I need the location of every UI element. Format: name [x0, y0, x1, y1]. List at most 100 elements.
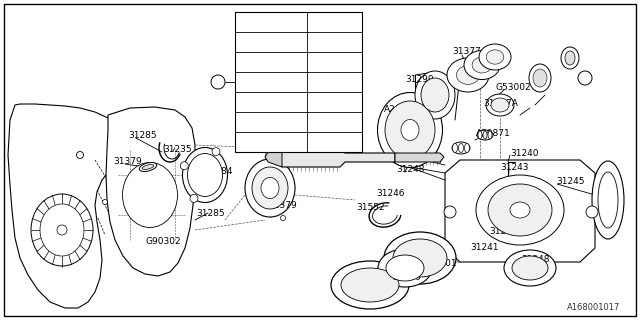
Ellipse shape [483, 131, 487, 139]
Text: 31377: 31377 [452, 47, 481, 57]
Ellipse shape [415, 71, 455, 119]
Polygon shape [8, 104, 132, 308]
Ellipse shape [331, 261, 409, 309]
Text: 31299: 31299 [405, 76, 434, 84]
Ellipse shape [472, 57, 492, 73]
Ellipse shape [122, 163, 177, 228]
Text: 31552: 31552 [356, 204, 385, 212]
Circle shape [211, 75, 225, 89]
Ellipse shape [341, 268, 399, 302]
Text: D031027: D031027 [238, 138, 279, 147]
Ellipse shape [57, 225, 67, 235]
Text: 31248: 31248 [262, 140, 291, 149]
Ellipse shape [378, 92, 442, 167]
Ellipse shape [140, 163, 157, 172]
Ellipse shape [565, 51, 575, 65]
Text: T=1.8: T=1.8 [311, 117, 339, 126]
Ellipse shape [385, 101, 435, 159]
Polygon shape [265, 148, 282, 167]
Text: A168001017: A168001017 [566, 303, 620, 312]
Text: G53002: G53002 [496, 83, 532, 92]
Text: 1: 1 [216, 77, 221, 86]
Text: D031021: D031021 [238, 18, 279, 27]
Text: G90302: G90302 [145, 237, 180, 246]
Polygon shape [445, 160, 595, 262]
Polygon shape [106, 107, 195, 276]
Text: 31377A: 31377A [483, 99, 518, 108]
Ellipse shape [280, 215, 285, 220]
Ellipse shape [245, 159, 295, 217]
Ellipse shape [478, 131, 482, 139]
Ellipse shape [464, 51, 500, 79]
Ellipse shape [504, 250, 556, 286]
Ellipse shape [561, 47, 579, 69]
Text: A20871: A20871 [384, 106, 419, 115]
Text: 31243: 31243 [500, 163, 529, 172]
Ellipse shape [592, 161, 624, 239]
Ellipse shape [393, 239, 447, 277]
Text: D031026: D031026 [238, 117, 279, 126]
Text: T=1.6: T=1.6 [311, 98, 339, 107]
Ellipse shape [31, 194, 93, 266]
Text: D031022: D031022 [238, 37, 279, 46]
Ellipse shape [401, 119, 419, 140]
Ellipse shape [77, 151, 83, 158]
Text: T=0.8: T=0.8 [311, 18, 339, 27]
Polygon shape [395, 153, 444, 162]
Text: A20871: A20871 [476, 129, 511, 138]
Text: 31248: 31248 [521, 255, 550, 265]
Text: 31248: 31248 [396, 165, 424, 174]
Text: T=1.4: T=1.4 [311, 77, 338, 86]
Text: T=1.0: T=1.0 [311, 37, 339, 46]
Text: 31286: 31286 [392, 274, 420, 283]
Text: T=1.2: T=1.2 [311, 58, 338, 67]
Ellipse shape [586, 206, 598, 218]
Ellipse shape [182, 148, 227, 203]
Ellipse shape [252, 167, 288, 209]
Ellipse shape [188, 154, 223, 196]
Ellipse shape [486, 50, 504, 64]
Ellipse shape [488, 184, 552, 236]
Text: G99401: G99401 [421, 260, 456, 268]
Ellipse shape [102, 199, 108, 204]
Ellipse shape [479, 44, 511, 70]
Ellipse shape [180, 162, 188, 170]
Ellipse shape [476, 175, 564, 245]
Ellipse shape [510, 202, 530, 218]
Text: 31284: 31284 [204, 167, 232, 177]
Text: D031025: D031025 [238, 98, 279, 107]
Text: 31379: 31379 [268, 201, 297, 210]
Ellipse shape [458, 143, 463, 153]
Ellipse shape [598, 172, 618, 228]
Text: D031024: D031024 [238, 77, 279, 86]
Circle shape [578, 71, 592, 85]
Ellipse shape [444, 206, 456, 218]
Ellipse shape [378, 249, 432, 287]
Text: D031023: D031023 [238, 58, 279, 67]
Ellipse shape [488, 131, 492, 139]
Text: 31285: 31285 [128, 131, 157, 140]
Ellipse shape [386, 255, 424, 281]
Ellipse shape [447, 58, 489, 92]
Ellipse shape [212, 148, 220, 156]
Ellipse shape [491, 98, 509, 112]
Text: 31246: 31246 [376, 188, 404, 197]
Text: 31379: 31379 [113, 157, 141, 166]
Ellipse shape [486, 94, 514, 116]
Ellipse shape [384, 232, 456, 284]
Text: 31241: 31241 [470, 244, 499, 252]
Bar [235, 12, 362, 152]
Text: 31235: 31235 [163, 146, 191, 155]
Ellipse shape [533, 69, 547, 87]
Text: 31245: 31245 [489, 228, 518, 236]
Text: T=2.0: T=2.0 [311, 138, 338, 147]
Polygon shape [278, 148, 395, 167]
Text: 31240: 31240 [510, 148, 538, 157]
Ellipse shape [190, 194, 198, 202]
Text: 31285: 31285 [196, 209, 225, 218]
Ellipse shape [512, 256, 548, 280]
Ellipse shape [529, 64, 551, 92]
Ellipse shape [261, 178, 279, 198]
Text: 31245: 31245 [556, 178, 584, 187]
Text: 31327: 31327 [316, 150, 344, 159]
